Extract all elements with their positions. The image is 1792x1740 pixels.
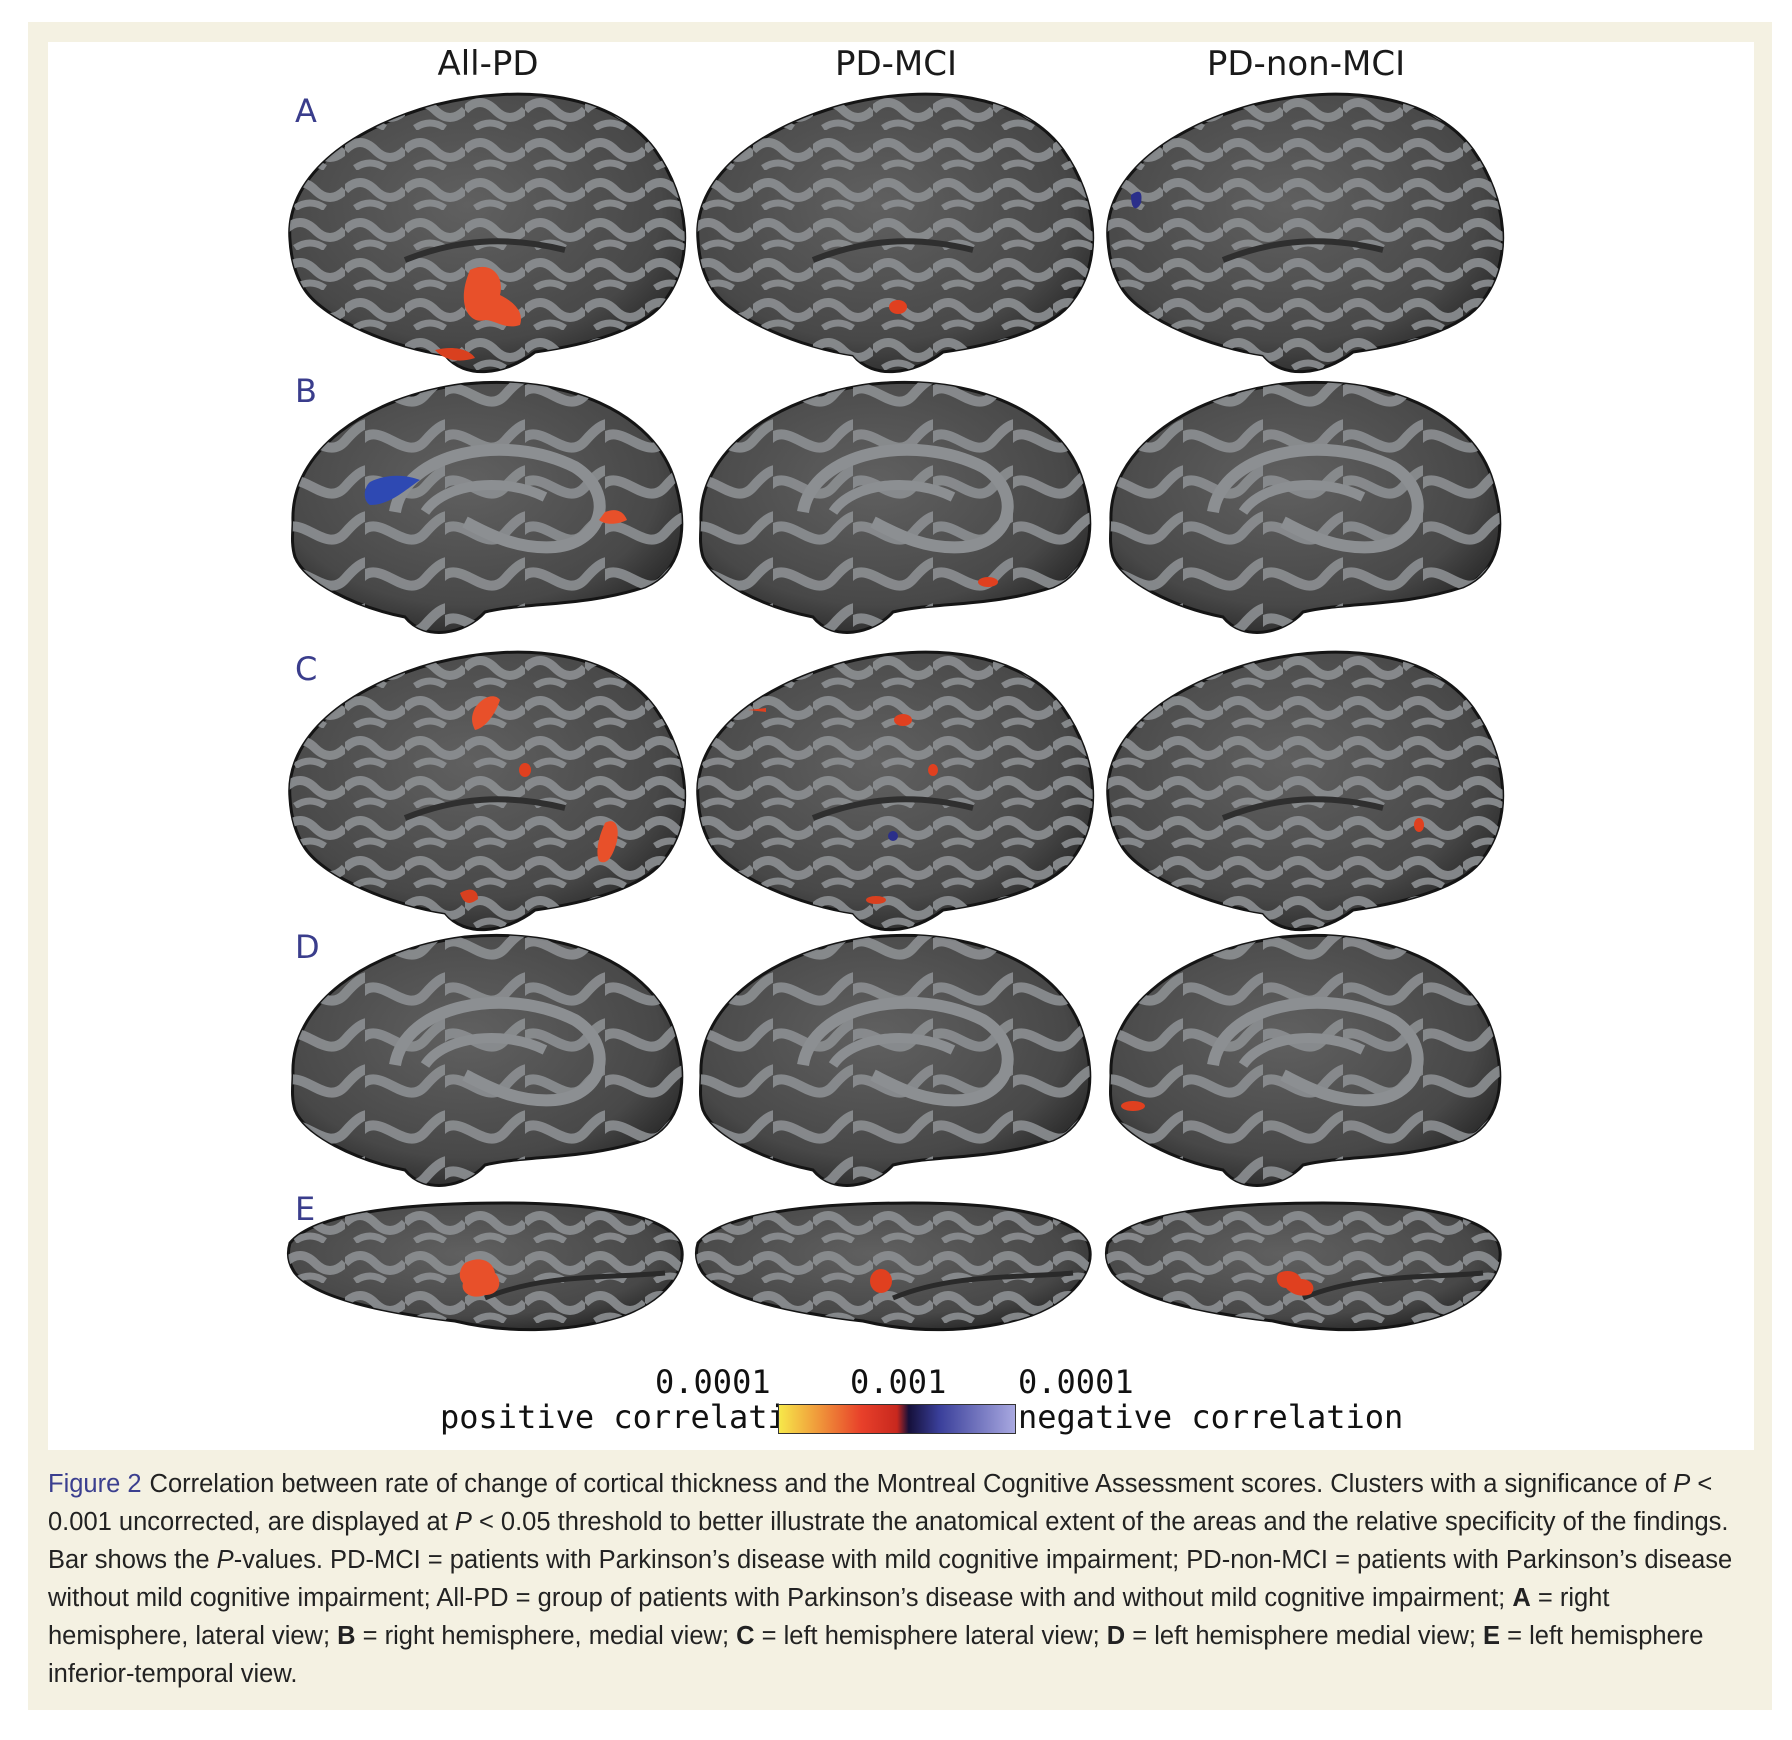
brain-b-pd-non-mci xyxy=(1111,382,1500,632)
brain-b-all-pd xyxy=(293,382,682,632)
brain-d-pd-mci xyxy=(701,935,1090,1185)
caption-a-text: = right hemisphere, lateral view; xyxy=(48,1584,1610,1650)
brain-a-pd-non-mci xyxy=(1108,94,1503,371)
brain-a-all-pd xyxy=(290,94,685,371)
colorbar-label-positive: positive correlation xyxy=(440,1398,826,1436)
caption-key-d: D xyxy=(1106,1622,1126,1650)
row-label-c: C xyxy=(295,650,318,688)
figure-label: Figure 2 xyxy=(48,1470,142,1498)
caption-p2: P xyxy=(454,1508,472,1536)
colorbar-tick-left: 0.0001 xyxy=(655,1363,771,1401)
row-label-b: B xyxy=(295,372,317,410)
caption-text-2: < 0.001 uncorrected, are displayed at xyxy=(48,1470,1713,1536)
brain-c-pd-non-mci xyxy=(1108,652,1503,929)
figure-caption: Figure 2 Correlation between rate of chan… xyxy=(48,1465,1756,1693)
caption-key-a: A xyxy=(1512,1584,1531,1612)
caption-d-text: = left hemisphere medial view; xyxy=(1125,1622,1484,1650)
caption-e-text: = left hemisphere inferior-temporal view… xyxy=(48,1622,1704,1688)
caption-b-text: = right hemisphere, medial view; xyxy=(355,1622,737,1650)
caption-key-e: E xyxy=(1483,1622,1501,1650)
brain-e-pd-non-mci xyxy=(1106,1203,1500,1330)
caption-text-3: < 0.05 threshold to better illustrate th… xyxy=(48,1508,1729,1574)
brain-d-all-pd xyxy=(293,935,682,1185)
colorbar-tick-middle: 0.001 xyxy=(850,1363,947,1401)
brain-c-pd-mci xyxy=(698,652,1093,929)
brain-b-pd-mci xyxy=(701,382,1090,632)
brain-c-all-pd xyxy=(290,652,685,929)
column-title-pd-non-mci: PD-non-MCI xyxy=(1206,44,1406,84)
caption-text-4: -values. PD-MCI = patients with Parkinso… xyxy=(48,1546,1733,1612)
colorbar-label-negative: negative correlation xyxy=(1018,1398,1404,1436)
caption-key-c: C xyxy=(736,1622,755,1650)
colorbar-tick-right: 0.0001 xyxy=(1018,1363,1134,1401)
row-label-d: D xyxy=(295,928,320,966)
column-title-all-pd: All-PD xyxy=(437,44,539,84)
caption-p1: P xyxy=(1673,1470,1691,1498)
column-title-pd-mci: PD-MCI xyxy=(834,44,958,84)
caption-text-1: Correlation between rate of change of co… xyxy=(149,1470,1674,1498)
caption-p3: P xyxy=(216,1546,234,1574)
brain-images-grid xyxy=(0,0,1792,1420)
row-label-a: A xyxy=(295,92,317,130)
brain-e-pd-mci xyxy=(696,1203,1090,1330)
brain-d-pd-non-mci xyxy=(1111,935,1500,1185)
brain-a-pd-mci xyxy=(698,94,1093,371)
colorbar-gradient xyxy=(778,1404,1016,1434)
brain-e-all-pd xyxy=(288,1203,682,1330)
caption-key-b: B xyxy=(337,1622,356,1650)
caption-c-text: = left hemisphere lateral view; xyxy=(754,1622,1107,1650)
row-label-e: E xyxy=(295,1190,316,1228)
